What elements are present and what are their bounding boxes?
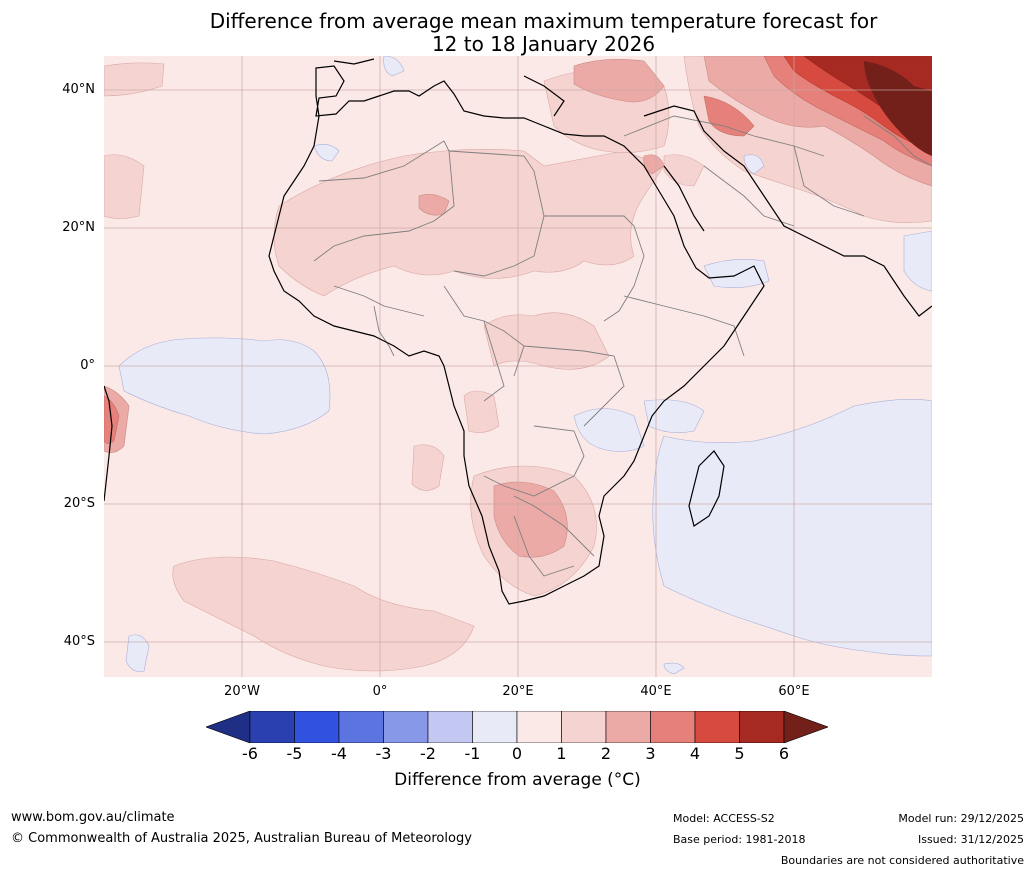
lat-label-40s: 40°S [64,634,95,649]
footer-model: Model: ACCESS-S2 [673,812,775,825]
lat-label-40n: 40°N [62,82,95,97]
colorbar-tick-label: -4 [324,744,354,763]
colorbar-cell [695,711,740,743]
lon-label-40e: 40°E [626,684,686,699]
colorbar [206,711,828,743]
lat-label-20s: 20°S [64,496,95,511]
colorbar-tick-label: 0 [502,744,532,763]
colorbar-tick-label: -6 [235,744,265,763]
lon-label-60e: 60°E [764,684,824,699]
footer-base-period: Base period: 1981-2018 [673,833,805,846]
colorbar-cell [606,711,651,743]
colorbar-cell [517,711,562,743]
colorbar-tick-label: 2 [591,744,621,763]
colorbar-cell [295,711,340,743]
colorbar-cell [339,711,384,743]
lon-label-20w: 20°W [212,684,272,699]
colorbar-cell [740,711,785,743]
colorbar-cell [428,711,473,743]
colorbar-extend-high [784,711,828,743]
footer-copyright: © Commonwealth of Australia 2025, Austra… [11,831,472,846]
colorbar-tick-label: 6 [769,744,799,763]
colorbar-tick-label: 1 [547,744,577,763]
colorbar-tick-label: 4 [680,744,710,763]
colorbar-tick-label: -3 [369,744,399,763]
colorbar-tick-label: -5 [280,744,310,763]
lon-label-20e: 20°E [488,684,548,699]
lat-label-equator: 0° [80,358,95,373]
colorbar-cell [250,711,295,743]
lat-label-20n: 20°N [62,220,95,235]
footer-website[interactable]: www.bom.gov.au/climate [11,810,175,825]
colorbar-tick-label: -1 [458,744,488,763]
colorbar-cell [651,711,696,743]
colorbar-cell [384,711,429,743]
footer-model-run: Model run: 29/12/2025 [898,812,1024,825]
colorbar-tick-label: 3 [636,744,666,763]
map-title-line1: Difference from average mean maximum tem… [0,10,1035,33]
footer-disclaimer: Boundaries are not considered authoritat… [781,854,1024,867]
colorbar-cell [562,711,607,743]
footer-issued: Issued: 31/12/2025 [918,833,1024,846]
colorbar-extend-low [206,711,250,743]
forecast-map [104,56,932,677]
colorbar-tick-label: -2 [413,744,443,763]
colorbar-tick-label: 5 [725,744,755,763]
lon-label-0: 0° [350,684,410,699]
colorbar-label: Difference from average (°C) [0,770,1035,790]
map-title-line2: 12 to 18 January 2026 [0,33,1035,56]
colorbar-cell [473,711,518,743]
